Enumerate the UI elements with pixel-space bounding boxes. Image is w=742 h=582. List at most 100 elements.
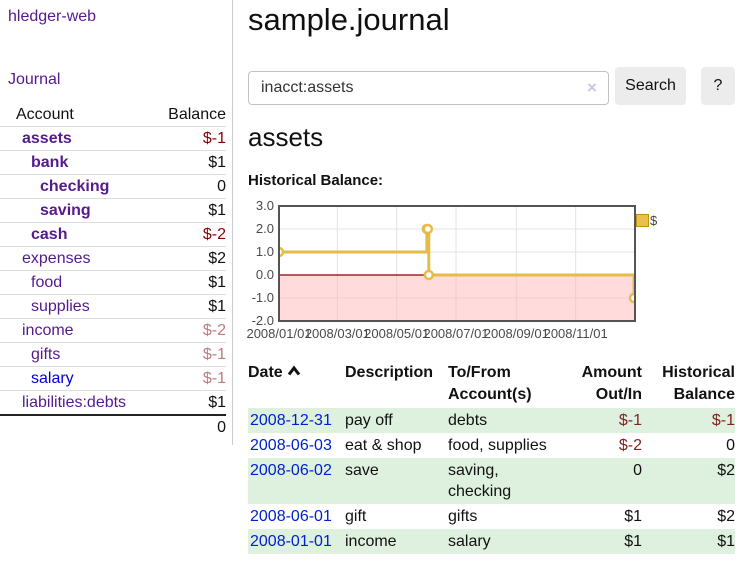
page-title: sample.journal <box>248 2 450 37</box>
sidebar-item-journal[interactable]: Journal <box>8 71 61 88</box>
chart-heading: Historical Balance: <box>248 172 384 189</box>
account-link[interactable]: supplies <box>31 297 90 315</box>
account-row: checking 0 <box>0 174 226 199</box>
register-cell-date: 2008-06-03 <box>248 433 345 458</box>
transaction-date-link[interactable]: 2008-06-02 <box>250 462 332 479</box>
x-axis-tick-label: 2008/11/01 <box>543 326 608 341</box>
register-cell-amount: $1 <box>624 533 642 550</box>
register-row: 2008-06-02 save saving, checking 0 $2 <box>248 458 735 504</box>
account-row: food $1 <box>0 270 226 295</box>
chart-legend: $ <box>636 212 657 230</box>
register-cell-description: eat & shop <box>345 437 422 454</box>
accounts-header-account: Account <box>0 103 155 127</box>
account-balance: $1 <box>154 198 226 223</box>
legend-label: $ <box>650 213 658 228</box>
register-header-row: Date Description To/From Account(s) Amou… <box>248 360 735 408</box>
register-cell-description: pay off <box>345 412 393 429</box>
y-axis-tick-label: 0.0 <box>255 267 274 282</box>
register-cell-date: 2008-01-01 <box>248 529 345 554</box>
account-link[interactable]: food <box>31 273 63 291</box>
x-axis-tick-label: 2008/05/01 <box>364 326 430 341</box>
register-cell-accounts: gifts <box>448 508 478 525</box>
y-axis-tick-label: -2.0 <box>251 313 274 328</box>
x-axis-tick-label: 2008/01/01 <box>246 326 312 341</box>
register-cell-accounts: debts <box>448 412 488 429</box>
account-row: salary $-1 <box>0 366 226 391</box>
sort-ascending-icon <box>287 362 301 384</box>
account-link[interactable]: cash <box>31 225 68 243</box>
transaction-date-link[interactable]: 2008-06-03 <box>250 437 332 454</box>
clear-search-icon[interactable]: × <box>587 78 597 97</box>
register-cell-accounts: saving, checking <box>448 462 512 500</box>
account-row: income $-2 <box>0 318 226 343</box>
search-input[interactable] <box>248 71 609 105</box>
account-balance: $-2 <box>154 318 226 343</box>
account-balance: $-1 <box>154 342 226 367</box>
register-cell-amount: 0 <box>633 462 642 479</box>
account-link[interactable]: bank <box>31 153 69 171</box>
accounts-total-row: 0 <box>0 414 226 439</box>
register-row: 2008-12-31 pay off debts $-1 $-1 <box>248 408 735 433</box>
account-balance: $1 <box>154 294 226 319</box>
help-button[interactable]: ? <box>701 67 735 105</box>
sidebar: hledger-web Journal Account Balance asse… <box>0 0 233 445</box>
y-axis-tick-label: 3.0 <box>255 198 274 213</box>
y-axis-tick-label: 1.0 <box>255 244 274 259</box>
register-cell-balance: $2 <box>717 462 735 479</box>
register-header-description: Description <box>345 364 434 381</box>
accounts-header-balance: Balance <box>154 103 226 127</box>
register-cell-date: 2008-06-01 <box>248 504 345 529</box>
account-link[interactable]: checking <box>40 177 110 195</box>
account-link[interactable]: assets <box>22 129 72 147</box>
register-cell-amount: $1 <box>624 508 642 525</box>
app-title-link[interactable]: hledger-web <box>8 8 97 25</box>
transaction-date-link[interactable]: 2008-06-01 <box>250 508 332 525</box>
x-axis-tick-label: 2008/03/01 <box>304 326 370 341</box>
account-row: gifts $-1 <box>0 342 226 367</box>
account-row: bank $1 <box>0 150 226 175</box>
account-link[interactable]: salary <box>31 369 74 387</box>
register-cell-date: 2008-12-31 <box>248 408 345 433</box>
register-cell-accounts: food, supplies <box>448 437 547 454</box>
legend-swatch-icon <box>636 214 649 227</box>
account-row: supplies $1 <box>0 294 226 319</box>
register-cell-accounts: salary <box>448 533 491 550</box>
search-button[interactable]: Search <box>615 67 686 105</box>
account-heading: assets <box>248 122 324 152</box>
account-link[interactable]: liabilities:debts <box>22 393 127 411</box>
register-header-accounts: To/From Account(s) <box>448 364 532 403</box>
x-axis-tick-label: 2008/09/01 <box>483 326 549 341</box>
register-cell-amount: $-1 <box>618 412 642 429</box>
account-balance: $1 <box>154 150 226 175</box>
accounts-body: assets $-1 bank $1 checking 0 saving $1 cash $-2 e… <box>0 126 226 416</box>
register-cell-description: gift <box>345 508 367 525</box>
account-row: assets $-1 <box>0 126 226 151</box>
transaction-date-link[interactable]: 2008-12-31 <box>250 412 332 429</box>
register-header-amount: Amount Out/In <box>581 364 642 403</box>
register-cell-description: save <box>345 462 379 479</box>
register-cell-date: 2008-06-02 <box>248 458 345 504</box>
register-header-date[interactable]: Date <box>248 360 345 408</box>
register-cell-description: income <box>345 533 397 550</box>
account-balance: $1 <box>154 390 226 416</box>
register-table: Date Description To/From Account(s) Amou… <box>248 360 735 554</box>
accounts-table: Account Balance assets $-1 bank $1 checking 0… <box>0 103 226 439</box>
transaction-date-link[interactable]: 2008-01-01 <box>250 533 332 550</box>
x-axis-tick-label: 2008/07/01 <box>423 326 489 341</box>
register-cell-balance: $1 <box>717 533 735 550</box>
account-link[interactable]: expenses <box>22 249 91 267</box>
account-link[interactable]: saving <box>40 201 91 219</box>
account-row: saving $1 <box>0 198 226 223</box>
account-row: expenses $2 <box>0 246 226 271</box>
account-row: liabilities:debts $1 <box>0 390 226 416</box>
register-cell-balance: $2 <box>717 508 735 525</box>
register-cell-amount: $-2 <box>618 437 642 454</box>
register-row: 2008-06-03 eat & shop food, supplies $-2 0 <box>248 433 735 458</box>
register-row: 2008-06-01 gift gifts $1 $2 <box>248 504 735 529</box>
accounts-total-value: 0 <box>154 414 226 439</box>
account-link[interactable]: gifts <box>31 345 61 363</box>
account-link[interactable]: income <box>22 321 74 339</box>
register-cell-balance: $-1 <box>711 412 735 429</box>
account-balance: $2 <box>154 246 226 271</box>
account-balance: $-1 <box>154 126 226 151</box>
